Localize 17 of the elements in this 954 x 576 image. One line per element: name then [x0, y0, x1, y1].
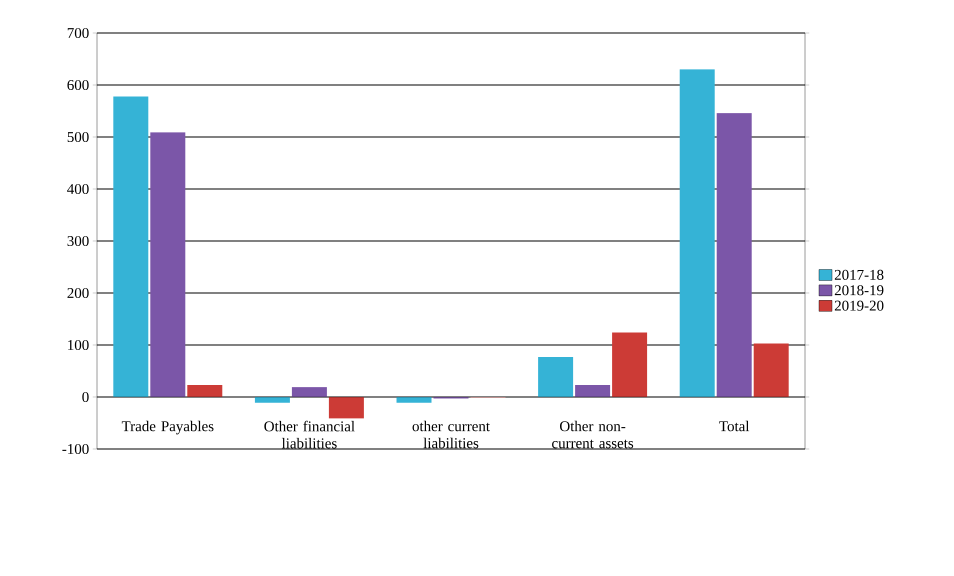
- legend-label: 2019-20: [834, 300, 884, 311]
- y-tick-label: 400: [67, 184, 89, 194]
- x-tick-label: other current liabilities: [412, 420, 490, 448]
- y-tick-label: 100: [68, 340, 89, 350]
- y-tick-label: 0: [82, 392, 89, 402]
- x-tick-label: Trade Payables: [122, 420, 214, 434]
- y-tick-label: 300: [68, 236, 89, 246]
- x-tick-label: Other financial liabilities: [264, 420, 355, 448]
- y-tick-label: 600: [67, 80, 89, 90]
- y-tick-label: 700: [68, 28, 89, 38]
- y-tick-label: -100: [62, 444, 89, 454]
- x-tick-label: Total: [719, 420, 750, 432]
- legend-label: 2017-18: [834, 270, 884, 280]
- x-tick-label: Other non-current assets: [552, 420, 634, 448]
- legend-label: 2018-19: [834, 285, 884, 296]
- y-tick-label: 500: [68, 132, 89, 142]
- y-tick-label: 200: [67, 288, 89, 298]
